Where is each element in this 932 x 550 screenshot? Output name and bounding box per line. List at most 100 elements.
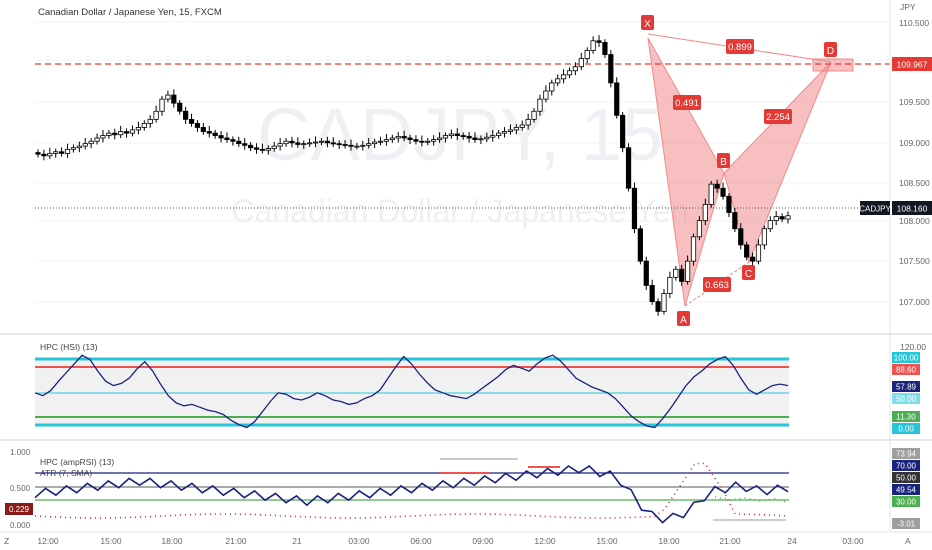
candle bbox=[112, 128, 118, 140]
candle bbox=[312, 136, 319, 148]
candle-body bbox=[738, 228, 744, 246]
candle bbox=[100, 129, 106, 143]
candle-body bbox=[614, 82, 620, 116]
candle-body bbox=[685, 260, 691, 282]
candle-body bbox=[543, 90, 549, 100]
candle-body bbox=[602, 42, 608, 55]
candle-body bbox=[454, 133, 460, 136]
candle bbox=[749, 252, 756, 266]
amprsi-line bbox=[34, 464, 789, 524]
candle bbox=[785, 211, 791, 224]
watermark-name: Canadian Dollar / Japanese Yen bbox=[231, 193, 688, 229]
time-tick: 03:00 bbox=[348, 536, 370, 546]
amprsi-label: HPC (ampRSI) (13) bbox=[40, 457, 114, 467]
time-tick: 18:00 bbox=[161, 536, 183, 546]
candle bbox=[720, 182, 726, 200]
candle-body bbox=[295, 142, 301, 145]
candle-body bbox=[767, 220, 773, 230]
candle bbox=[696, 216, 703, 241]
candle-body bbox=[247, 144, 254, 149]
candle-body bbox=[655, 301, 661, 312]
candle bbox=[307, 138, 313, 147]
point-d-label: D bbox=[827, 46, 834, 57]
candle bbox=[572, 62, 579, 76]
candle-body bbox=[555, 78, 561, 84]
candle-body bbox=[549, 82, 555, 92]
candle-body bbox=[431, 139, 437, 142]
candle bbox=[744, 241, 750, 261]
candle bbox=[212, 129, 218, 139]
candle bbox=[372, 138, 378, 149]
candle-body bbox=[726, 195, 732, 213]
candle-body bbox=[218, 135, 224, 139]
candle bbox=[295, 137, 301, 148]
ratio-ac-label: 0.663 bbox=[705, 280, 729, 291]
candle-body bbox=[342, 144, 348, 146]
current-price-label: 108.160 bbox=[897, 204, 928, 214]
price-tick: 107.000 bbox=[899, 297, 930, 307]
candle bbox=[555, 74, 561, 87]
candle bbox=[537, 94, 543, 116]
candle-body bbox=[584, 50, 590, 60]
candle bbox=[732, 208, 738, 232]
candle bbox=[53, 148, 59, 158]
candle-body bbox=[242, 143, 248, 146]
candle bbox=[194, 120, 201, 132]
candlestick-series bbox=[35, 35, 791, 316]
candle-body bbox=[419, 140, 425, 143]
candle-body bbox=[135, 127, 141, 131]
candle bbox=[460, 132, 466, 140]
candle-body bbox=[141, 123, 147, 128]
candle bbox=[531, 108, 537, 123]
candle bbox=[667, 271, 673, 298]
candle-body bbox=[307, 142, 313, 145]
candle bbox=[88, 138, 94, 149]
amprsi-badges: 73.94 70.00 50.00 49.54 30.00 -3.01 bbox=[892, 448, 920, 529]
candle bbox=[673, 266, 679, 281]
candle bbox=[738, 223, 744, 250]
hsi-badge: 120.00 bbox=[900, 342, 926, 352]
candle-body bbox=[490, 135, 496, 138]
hsi-badge: 11.30 bbox=[896, 413, 916, 422]
candle bbox=[354, 142, 360, 150]
hsi-badge: 88.60 bbox=[896, 366, 917, 375]
candle bbox=[188, 113, 195, 127]
candle bbox=[407, 134, 413, 145]
candle-body bbox=[348, 144, 354, 147]
candle-body bbox=[377, 140, 384, 143]
candle-body bbox=[47, 152, 53, 157]
time-axis[interactable]: Z 12:00 15:00 18:00 21:00 21 03:00 06:00… bbox=[4, 536, 911, 546]
price-axis-unit: JPY bbox=[900, 2, 916, 12]
candle bbox=[301, 140, 307, 149]
candle-body bbox=[330, 142, 336, 145]
candle-body bbox=[324, 140, 330, 144]
candle-body bbox=[188, 118, 195, 124]
candle bbox=[690, 233, 697, 266]
candle-body bbox=[360, 144, 366, 147]
candle-body bbox=[171, 94, 177, 104]
candle bbox=[129, 125, 136, 137]
symbol-badge: CADJPY bbox=[859, 201, 891, 215]
time-tick: 21:00 bbox=[719, 536, 741, 546]
candle bbox=[389, 134, 395, 143]
candle bbox=[35, 149, 41, 158]
candle-body bbox=[277, 143, 283, 147]
candle bbox=[147, 114, 153, 128]
candle bbox=[159, 95, 165, 116]
time-tick: 21 bbox=[292, 536, 302, 546]
candle bbox=[779, 213, 785, 223]
hsi-band-fill bbox=[35, 360, 789, 424]
candle bbox=[123, 128, 130, 138]
candle-body bbox=[466, 135, 472, 139]
candle-body bbox=[507, 129, 514, 132]
candle bbox=[106, 129, 112, 139]
candle-body bbox=[779, 216, 785, 220]
candle bbox=[377, 136, 384, 146]
price-tick: 109.000 bbox=[899, 138, 930, 148]
candle bbox=[419, 135, 425, 147]
candle bbox=[413, 135, 419, 145]
candle-body bbox=[153, 110, 159, 120]
candle bbox=[224, 132, 230, 143]
point-a-label: A bbox=[680, 315, 687, 326]
